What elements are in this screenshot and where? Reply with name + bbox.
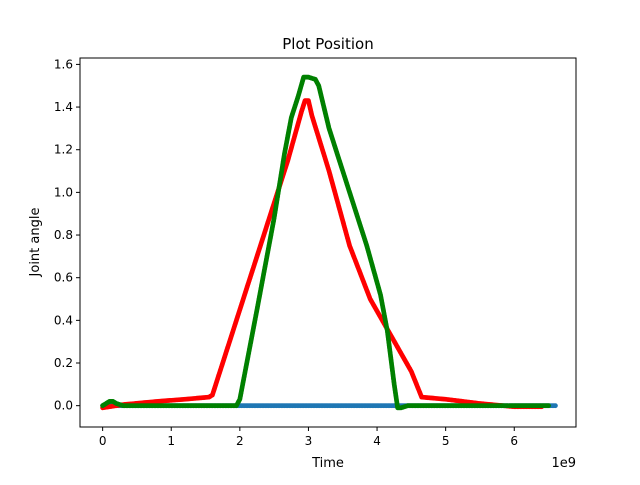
x-axis-title: Time bbox=[311, 456, 344, 471]
y-tick-label: 0.6 bbox=[54, 271, 73, 285]
x-tick-label: 1 bbox=[167, 434, 175, 448]
chart-title: Plot Position bbox=[282, 35, 373, 53]
y-tick-label: 1.6 bbox=[54, 57, 73, 71]
x-tick-label: 4 bbox=[373, 434, 381, 448]
data-point bbox=[546, 403, 551, 408]
x-tick-label: 3 bbox=[305, 434, 313, 448]
y-tick-label: 0.8 bbox=[54, 228, 73, 242]
y-tick-label: 0.2 bbox=[54, 356, 73, 370]
x-tick-label: 6 bbox=[510, 434, 518, 448]
x-tick-label: 2 bbox=[236, 434, 244, 448]
y-axis-title: Joint angle bbox=[28, 208, 43, 278]
data-point bbox=[553, 403, 558, 408]
y-tick-label: 1.4 bbox=[54, 100, 73, 114]
x-axis-offset-label: 1e9 bbox=[551, 456, 576, 471]
x-tick-label: 0 bbox=[99, 434, 107, 448]
x-tick-label: 5 bbox=[442, 434, 450, 448]
y-tick-label: 0.0 bbox=[54, 399, 73, 413]
y-tick-label: 1.0 bbox=[54, 185, 73, 199]
y-tick-label: 0.4 bbox=[54, 313, 73, 327]
y-tick-label: 1.2 bbox=[54, 143, 73, 157]
